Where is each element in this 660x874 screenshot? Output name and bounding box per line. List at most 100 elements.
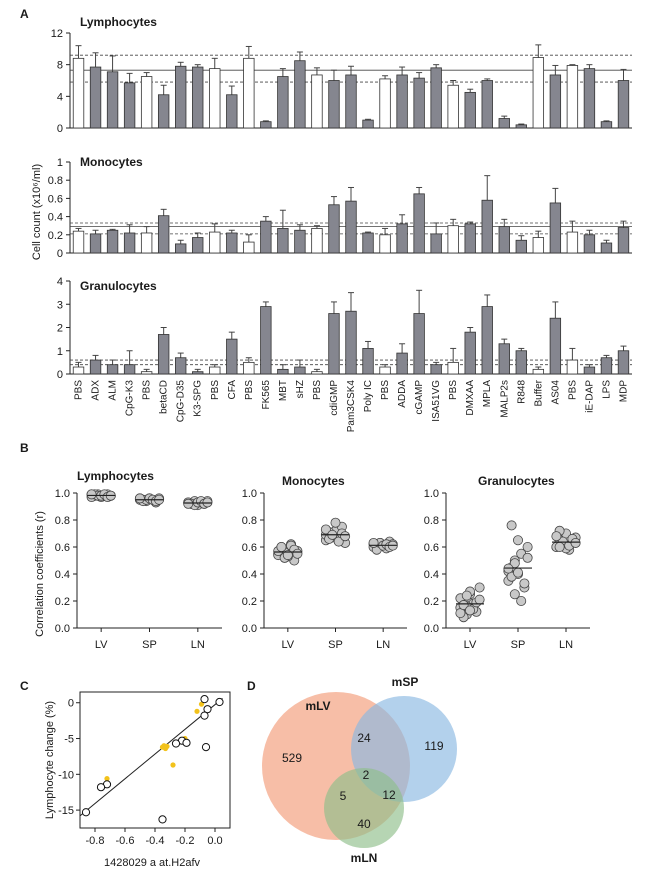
b-point-gran bbox=[509, 589, 520, 600]
bar-gran bbox=[413, 313, 425, 375]
bar-mono bbox=[226, 232, 238, 254]
panel-a-bar-charts: Lymphocytes Monocytes Granulocytes Cell … bbox=[31, 15, 632, 432]
category-label: Buffer bbox=[533, 379, 544, 406]
bar-mono bbox=[175, 243, 187, 254]
b-x-tick-label-lymph: LN bbox=[191, 639, 205, 651]
panel-d-venn: mLV mSP mLN 529 119 40 24 5 12 2 bbox=[262, 675, 457, 865]
c-data-point bbox=[158, 815, 167, 824]
bar-gran bbox=[345, 310, 357, 375]
c-y-tick-label: -10 bbox=[58, 769, 74, 781]
category-label: ALM bbox=[108, 380, 119, 401]
bar-lymph bbox=[277, 76, 289, 129]
category-label: CpG-K3 bbox=[125, 380, 136, 417]
b-point-mono bbox=[340, 531, 351, 542]
b-point-gran bbox=[551, 531, 562, 542]
bar-lymph bbox=[464, 91, 476, 129]
bar-gran bbox=[464, 331, 476, 375]
bar-gran bbox=[226, 338, 238, 375]
bar-gran bbox=[123, 364, 136, 375]
y-tick-label-mono: 0.4 bbox=[48, 212, 63, 224]
y-tick-label-gran: 1 bbox=[57, 346, 63, 358]
y-tick-label-lymph: 0 bbox=[57, 123, 63, 135]
category-label: iE-DAP bbox=[584, 380, 595, 413]
bar-gran bbox=[89, 359, 102, 375]
bar-lymph bbox=[192, 66, 204, 129]
c-y-tick-label: -5 bbox=[64, 734, 74, 746]
c-x-tick-label: 0.0 bbox=[207, 835, 222, 847]
bar-gran bbox=[379, 366, 391, 375]
y-tick-label-gran: 3 bbox=[57, 299, 63, 311]
b-point-mono bbox=[320, 524, 331, 535]
bar-lymph bbox=[72, 57, 85, 129]
b-x-tick-label-gran: SP bbox=[511, 639, 526, 651]
bar-mono bbox=[447, 225, 459, 254]
bar-gran bbox=[617, 350, 630, 375]
bar-lymph bbox=[515, 124, 527, 129]
bar-mono bbox=[396, 223, 408, 254]
panel-b-y-axis-title: Correlation coefficients (r) bbox=[34, 511, 46, 637]
bar-mono bbox=[277, 228, 289, 254]
bar-lymph bbox=[379, 78, 391, 129]
y-tick-label-mono: 0 bbox=[57, 248, 63, 260]
b-y-tick-label-mono: 0.6 bbox=[242, 542, 257, 554]
category-label: PBS bbox=[380, 380, 391, 400]
y-tick-label-mono: 0.2 bbox=[48, 230, 63, 242]
panel-c-x-axis-title: 1428029 a at.H2afv bbox=[104, 857, 201, 869]
y-tick-label-lymph: 12 bbox=[51, 28, 63, 40]
category-label: Pam3CSK4 bbox=[346, 380, 357, 433]
panel-c-y-axis-title: Lymphocyte change (%) bbox=[44, 701, 56, 819]
b-lymphocytes-title: Lymphocytes bbox=[77, 469, 154, 483]
bar-gran bbox=[277, 368, 289, 375]
b-x-tick-label-mono: SP bbox=[328, 639, 343, 651]
y-tick-label-lymph: 8 bbox=[57, 60, 63, 72]
category-label: LPS bbox=[601, 380, 612, 399]
bar-mono bbox=[583, 234, 596, 254]
b-point-mono bbox=[276, 542, 287, 553]
bar-lymph bbox=[311, 74, 323, 129]
y-tick-label-gran: 0 bbox=[57, 369, 63, 381]
b-point-gran bbox=[570, 537, 581, 548]
venn-label-mlv: mLV bbox=[305, 699, 330, 713]
c-data-point bbox=[201, 743, 211, 752]
bar-lymph bbox=[294, 60, 306, 129]
bar-gran bbox=[243, 361, 255, 375]
bar-lymph bbox=[89, 66, 102, 129]
bar-mono bbox=[515, 239, 527, 254]
bar-gran bbox=[583, 366, 596, 375]
y-tick-label-mono: 0.8 bbox=[48, 175, 63, 187]
panel-letter-d: D bbox=[247, 679, 256, 693]
b-y-tick-label-gran: 0.0 bbox=[424, 623, 439, 635]
c-x-tick-label: -0.4 bbox=[146, 835, 165, 847]
category-label: ADDA bbox=[397, 380, 408, 408]
bar-gran bbox=[175, 357, 187, 375]
category-label: ADX bbox=[91, 380, 102, 401]
category-label: PBS bbox=[312, 380, 323, 400]
category-label: DMXAA bbox=[465, 380, 476, 416]
venn-count-sp-only: 119 bbox=[424, 739, 443, 753]
c-x-tick-label: -0.6 bbox=[116, 835, 135, 847]
y-tick-label-mono: 1 bbox=[57, 157, 63, 169]
c-data-point bbox=[203, 705, 212, 714]
b-granulocytes-title: Granulocytes bbox=[478, 474, 555, 488]
bar-gran bbox=[328, 313, 340, 375]
venn-count-lv-sp: 24 bbox=[357, 731, 371, 745]
bar-gran bbox=[294, 366, 306, 375]
c-data-point bbox=[81, 808, 91, 817]
bar-gran bbox=[192, 371, 204, 375]
b-y-tick-label-mono: 1.0 bbox=[242, 488, 257, 500]
category-label: PBS bbox=[244, 380, 255, 400]
category-label: CpG-D35 bbox=[176, 380, 187, 423]
panel-a-y-axis-title: Cell count (x10⁶/ml) bbox=[31, 164, 43, 260]
bar-lymph bbox=[106, 71, 119, 129]
bar-mono bbox=[294, 229, 306, 254]
category-label: MDP bbox=[618, 380, 629, 403]
bar-mono bbox=[106, 229, 119, 254]
c-y-tick-label: 0 bbox=[68, 698, 74, 710]
bar-gran bbox=[549, 317, 562, 375]
bar-gran bbox=[362, 348, 374, 375]
bar-gran bbox=[430, 364, 442, 375]
b-y-tick-label-lymph: 1.0 bbox=[55, 488, 70, 500]
b-x-tick-label-lymph: SP bbox=[142, 639, 157, 651]
y-tick-label-lymph: 4 bbox=[57, 91, 63, 103]
